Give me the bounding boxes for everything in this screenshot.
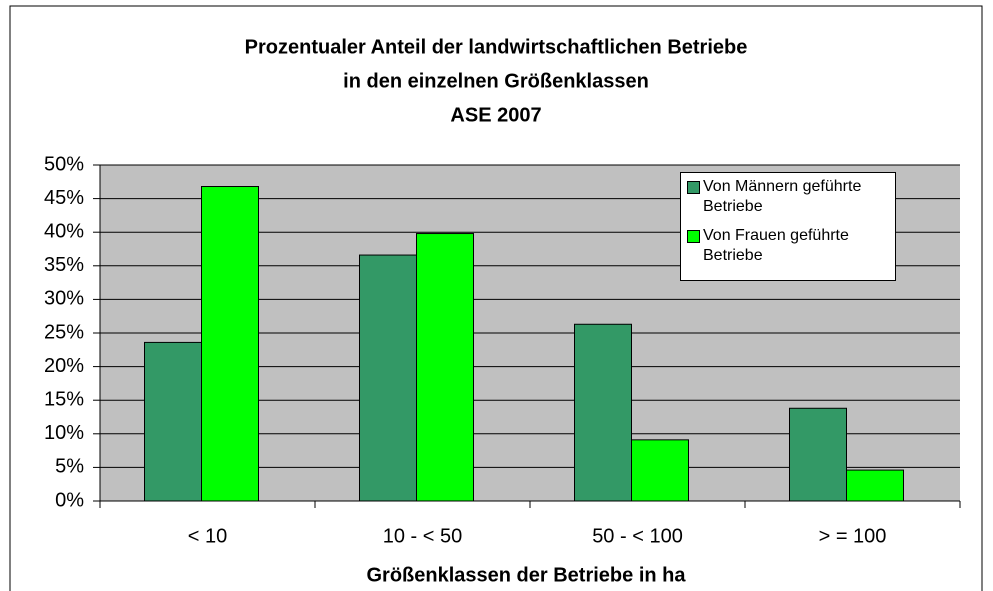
bar — [359, 254, 417, 502]
legend-item: Von Männern geführte Betriebe — [687, 177, 891, 217]
bar — [416, 233, 474, 502]
bar — [846, 469, 904, 502]
chart-title: in den einzelnen Größenklassen — [343, 70, 649, 92]
legend-swatch — [687, 181, 700, 194]
x-tick-label: > = 100 — [819, 525, 887, 547]
bar — [144, 341, 202, 502]
y-tick-label: 30% — [44, 288, 84, 310]
y-tick-label: 50% — [44, 153, 84, 175]
y-tick-label: 35% — [44, 254, 84, 276]
y-tick-label: 20% — [44, 355, 84, 377]
legend-swatch — [687, 230, 700, 243]
chart-title: ASE 2007 — [450, 104, 541, 126]
y-tick-label: 45% — [44, 187, 84, 209]
chart-title: Prozentualer Anteil der landwirtschaftli… — [245, 36, 748, 58]
x-tick-label: 10 - < 50 — [383, 525, 463, 547]
x-axis-title: Größenklassen der Betriebe in ha — [367, 564, 687, 586]
legend: Von Männern geführte Betriebe Von Frauen … — [680, 172, 896, 281]
x-tick-label: 50 - < 100 — [592, 525, 683, 547]
bar — [631, 439, 689, 502]
y-tick-label: 25% — [44, 321, 84, 343]
bar — [574, 323, 632, 502]
legend-label: Von Frauen geführte Betriebe — [703, 227, 849, 264]
y-tick-label: 0% — [55, 489, 84, 511]
y-tick-label: 15% — [44, 388, 84, 410]
bar — [201, 186, 259, 502]
x-tick-label: < 10 — [188, 525, 227, 547]
y-tick-label: 40% — [44, 220, 84, 242]
legend-label: Von Männern geführte Betriebe — [703, 178, 862, 215]
bar — [789, 407, 847, 502]
y-tick-label: 5% — [55, 456, 84, 478]
legend-item: Von Frauen geführte Betriebe — [687, 226, 891, 266]
y-tick-label: 10% — [44, 422, 84, 444]
